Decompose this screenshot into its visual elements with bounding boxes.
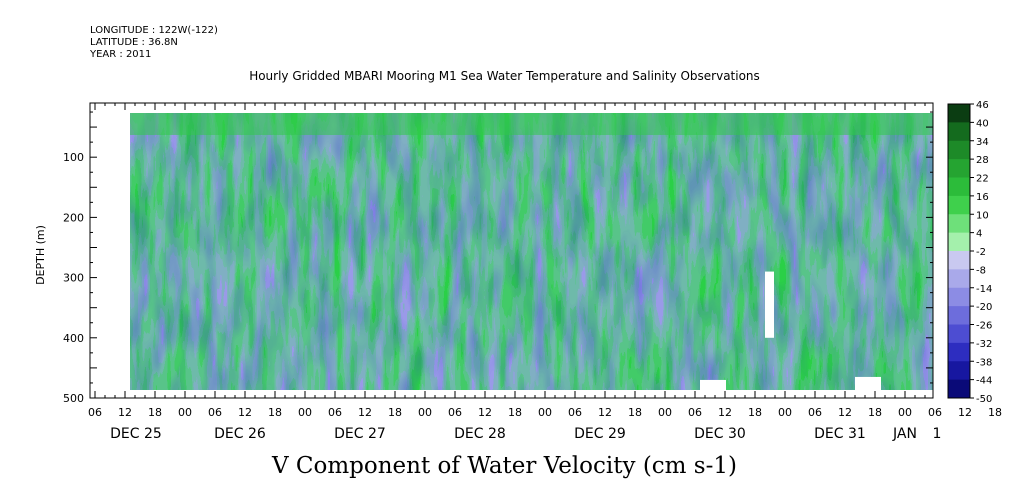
- colorbar-label: -14: [976, 284, 992, 295]
- colorbar-swatch: [948, 232, 970, 252]
- colorbar-label: 40: [976, 118, 989, 129]
- x-tick-label: 12: [718, 406, 732, 419]
- x-tick-label: 00: [418, 406, 432, 419]
- x-day-label: DEC 25: [110, 426, 162, 442]
- colorbar-label: 22: [976, 174, 989, 185]
- colorbar-swatch: [948, 122, 970, 142]
- x-tick-label: 00: [778, 406, 792, 419]
- x-tick-label: 18: [628, 406, 642, 419]
- colorbar-swatch: [948, 195, 970, 215]
- data-gap: [855, 376, 881, 392]
- y-tick-label: 500: [63, 392, 84, 405]
- x-tick-label: 18: [508, 406, 522, 419]
- x-day-label: DEC 30: [694, 426, 746, 442]
- colorbar-swatch: [948, 251, 970, 270]
- x-tick-label: 00: [298, 406, 312, 419]
- data-gap: [700, 379, 726, 392]
- x-tick-label: 06: [448, 406, 462, 419]
- plot-frame: [89, 102, 934, 399]
- x-tick-label: 18: [988, 406, 1002, 419]
- x-tick-label: 12: [598, 406, 612, 419]
- year-label: YEAR : 2011: [90, 49, 152, 60]
- data-gaps: [700, 271, 881, 392]
- heatmap-field: [130, 113, 933, 390]
- x-tick-label: 18: [748, 406, 762, 419]
- colorbar-label: -44: [976, 376, 992, 387]
- colorbar-label: -26: [976, 321, 992, 332]
- x-tick-label: 18: [868, 406, 882, 419]
- x-axis-label: V Component of Water Velocity (cm s-1): [272, 453, 737, 479]
- x-tick-label: 18: [388, 406, 402, 419]
- latitude-label: LATITUDE : 36.8N: [90, 37, 178, 48]
- colorbar-label: -8: [976, 265, 986, 276]
- colorbar-swatch: [948, 306, 970, 325]
- heatmap-surface-band: [130, 113, 933, 135]
- colorbar-label: 28: [976, 155, 989, 166]
- colorbar-label: -2: [976, 247, 986, 258]
- x-tick-label: 06: [208, 406, 222, 419]
- colorbar-label: -32: [976, 339, 992, 350]
- colorbar-swatch: [948, 269, 970, 289]
- x-tick-label: 12: [358, 406, 372, 419]
- colorbar-swatch: [948, 104, 970, 123]
- longitude-label: LONGITUDE : 122W(-122): [90, 25, 218, 36]
- x-tick-label: 18: [148, 406, 162, 419]
- x-ticks: 06 12 18 00 06 12 18 00 06 12 18 00 06 12 18 00 06 12 18 00…: [88, 103, 1002, 442]
- x-day-label: JAN: [892, 426, 917, 442]
- colorbar-swatch: [948, 324, 970, 344]
- x-tick-label: 18: [268, 406, 282, 419]
- x-tick-label: 06: [88, 406, 102, 419]
- colorbar-label: -20: [976, 302, 992, 313]
- y-tick-label: 100: [63, 151, 84, 164]
- colorbar-label: 46: [976, 100, 989, 111]
- x-tick-label: 06: [328, 406, 342, 419]
- colorbar-label: -50: [976, 394, 992, 405]
- y-tick-label: 200: [63, 211, 84, 224]
- x-tick-label: 06: [568, 406, 582, 419]
- x-tick-label: 06: [808, 406, 822, 419]
- colorbar-swatch: [948, 159, 970, 178]
- colorbar-label: 4: [976, 229, 982, 240]
- y-axis-label: DEPTH (m): [34, 225, 47, 285]
- x-tick-label: 06: [928, 406, 942, 419]
- y-ticks: 100 200 300 400 500: [63, 111, 933, 405]
- x-day-label: DEC 29: [574, 426, 626, 442]
- colorbar-swatch: [948, 342, 970, 362]
- x-tick-label: 12: [118, 406, 132, 419]
- x-day-label: DEC 27: [334, 426, 386, 442]
- colorbar-swatch: [948, 361, 970, 381]
- x-tick-label: 00: [898, 406, 912, 419]
- x-tick-label: 00: [178, 406, 192, 419]
- colorbar-swatch: [948, 177, 970, 197]
- y-tick-label: 300: [63, 272, 84, 285]
- x-tick-label: 06: [688, 406, 702, 419]
- colorbar-swatch: [948, 214, 970, 234]
- x-tick-label: 12: [838, 406, 852, 419]
- x-tick-label: 00: [538, 406, 552, 419]
- y-tick-label: 400: [63, 332, 84, 345]
- colorbar-label: 16: [976, 192, 989, 203]
- x-tick-label: 12: [238, 406, 252, 419]
- heatmap-blue-cells: [130, 113, 933, 390]
- colorbar-swatch: [948, 287, 970, 307]
- x-tick-label: 12: [478, 406, 492, 419]
- x-day-label: DEC 28: [454, 426, 506, 442]
- data-gap: [765, 271, 774, 338]
- colorbar-label: 34: [976, 137, 989, 148]
- x-day-label: DEC 31: [814, 426, 866, 442]
- x-day-label: DEC 26: [214, 426, 266, 442]
- colorbar-label: -38: [976, 357, 992, 368]
- x-tick-label: 12: [958, 406, 972, 419]
- colorbar: 46 40 34 28 22 16 10 4 -2 -8 -14 -20 -26 -32 -38 -44 -50: [947, 100, 992, 405]
- x-day-label: 1: [933, 426, 942, 442]
- chart-title: Hourly Gridded MBARI Mooring M1 Sea Wate…: [249, 69, 760, 83]
- x-tick-label: 00: [658, 406, 672, 419]
- colorbar-swatch: [948, 140, 970, 160]
- colorbar-swatch: [948, 379, 970, 399]
- colorbar-label: 10: [976, 210, 989, 221]
- heatmap-base: [130, 113, 933, 390]
